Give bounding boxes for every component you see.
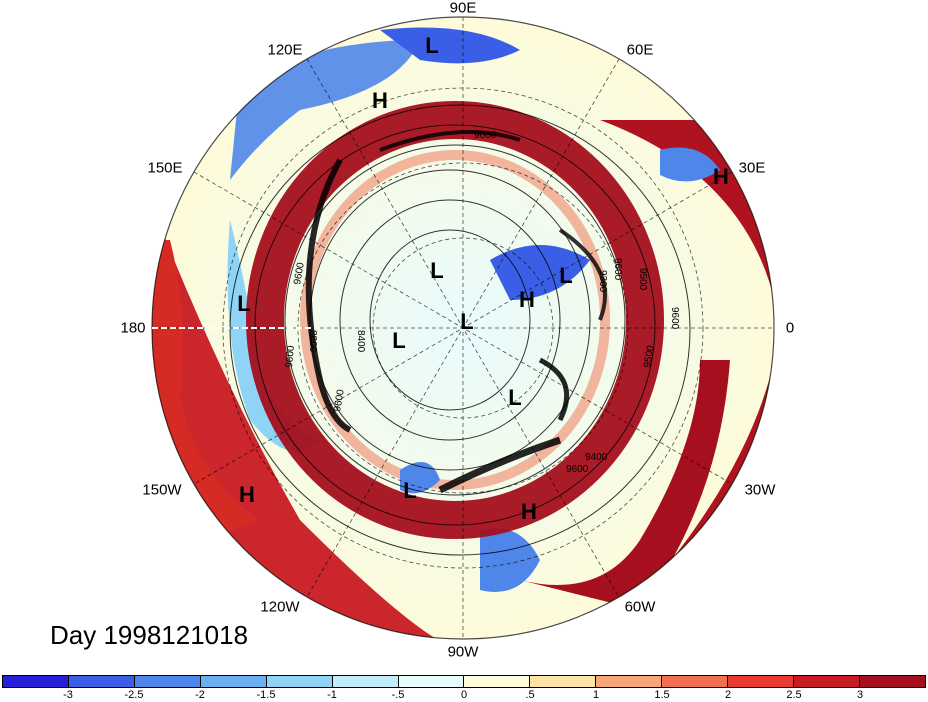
high-center: H <box>239 482 255 507</box>
high-center: H <box>521 499 537 524</box>
colorbar-segment <box>728 676 795 687</box>
low-center: L <box>237 291 251 316</box>
colorbar-segment <box>794 676 860 687</box>
colorbar-segment <box>464 676 531 687</box>
colorbar-tick-label: -1 <box>327 689 337 701</box>
lon-label-60w: 60W <box>624 598 656 616</box>
colorbar-tick-label: 0 <box>460 689 468 701</box>
lon-label-90w: 90W <box>447 643 479 661</box>
colorbar-segment <box>200 676 267 687</box>
contour-labels: 9600 9600 9600 9600 9600 9600 9600 8400 … <box>284 130 680 475</box>
low-center: L <box>425 33 439 58</box>
contour-label: 9600 <box>332 388 347 412</box>
low-center: L <box>460 309 474 334</box>
colorbar-segment <box>662 676 729 687</box>
colorbar-segment <box>530 676 597 687</box>
high-center: H <box>372 88 388 113</box>
colorbar-tick-label: .5 <box>525 689 535 701</box>
colorbar-segment <box>332 676 399 687</box>
contour-label: 9300 <box>597 270 608 293</box>
colorbar-segment <box>398 676 465 687</box>
lon-label-30e: 30E <box>738 159 766 177</box>
contour-label: 8400 <box>355 330 366 353</box>
low-center: L <box>508 385 522 410</box>
lon-label-150w: 150W <box>142 481 182 499</box>
low-center: L <box>403 478 417 503</box>
colorbar-tick-label: 1.5 <box>654 689 670 701</box>
contour-label: 9600 <box>474 130 497 141</box>
colorbar-segment <box>68 676 135 687</box>
colorbar-tick-label: 1 <box>592 689 600 701</box>
colorbar-tick-label: 3 <box>856 689 864 701</box>
colorbar-tick-label: -2 <box>195 689 205 701</box>
colorbar-tick-label: 2 <box>724 689 732 701</box>
contour-label: 9600 <box>292 261 307 285</box>
colorbar-segment <box>859 676 925 687</box>
colorbar-tick-label: -3 <box>63 689 73 701</box>
low-center: L <box>559 263 573 288</box>
contour-label: 9600 <box>669 307 680 330</box>
lon-label-180: 180 <box>120 319 146 337</box>
colorbar-segment <box>266 676 333 687</box>
lon-label-120e: 120E <box>267 41 303 59</box>
colorbar <box>2 675 926 688</box>
high-center: H <box>713 164 729 189</box>
lon-label-90e: 90E <box>449 0 477 17</box>
lon-label-150e: 150E <box>147 159 183 177</box>
contour-label: 9600 <box>284 345 297 369</box>
contour-label: 9500 <box>642 344 657 368</box>
colorbar-segment <box>596 676 663 687</box>
lon-label-0: 0 <box>785 319 795 337</box>
low-center: L <box>392 328 406 353</box>
lon-label-30w: 30W <box>744 481 776 499</box>
contour-label: 9500 <box>637 268 648 291</box>
low-center: L <box>430 258 444 283</box>
contour-label: 8800 <box>307 330 318 353</box>
colorbar-segment <box>3 676 69 687</box>
lon-label-60e: 60E <box>626 41 654 59</box>
colorbar-tick-label: 2.5 <box>786 689 802 701</box>
contour-label: 9600 <box>612 258 623 281</box>
day-label: Day 1998121018 <box>50 620 249 650</box>
colorbar-tick-label: -1.5 <box>256 689 276 701</box>
lon-label-120w: 120W <box>260 598 300 616</box>
colorbar-tick-label: -2.5 <box>124 689 144 701</box>
contour-label: 9400 <box>585 452 608 463</box>
colorbar-segment <box>134 676 201 687</box>
colorbar-tick-label: -.5 <box>391 689 405 701</box>
high-center: H <box>519 287 535 312</box>
contour-label: 9600 <box>566 464 589 475</box>
